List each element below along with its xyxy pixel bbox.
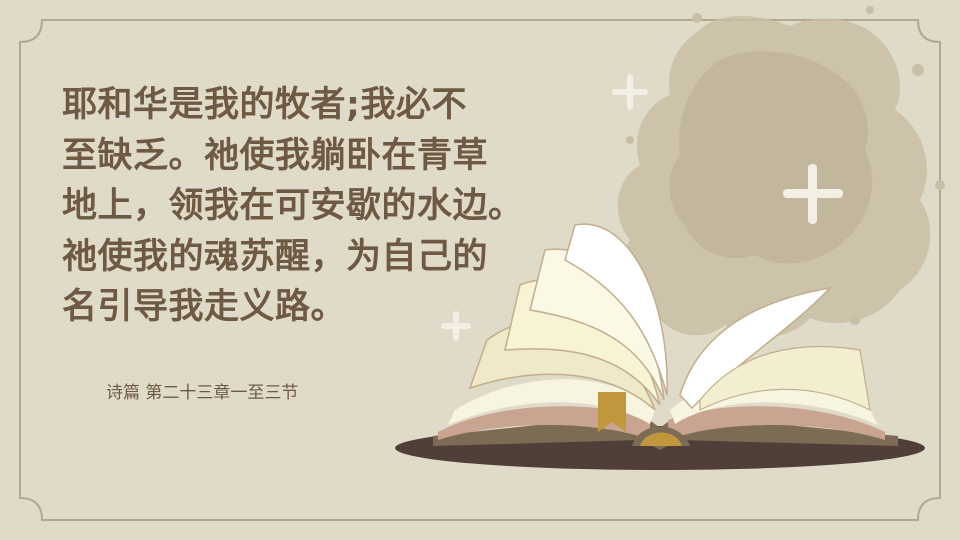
verse-line: 至缺乏。祂使我躺卧在青草 xyxy=(62,135,489,176)
sparkle-icon xyxy=(783,164,843,224)
sparkle-icon xyxy=(612,74,648,110)
verse-line: 名引导我走义路。 xyxy=(62,287,347,327)
verse-text: 耶和华是我的牧者;我必不 至缺乏。祂使我躺卧在青草 地上，领我在可安歇的水边。 … xyxy=(62,80,542,333)
verse-line: 祂使我的魂苏醒，为自己的 xyxy=(62,236,489,277)
verse-reference: 诗篇 第二十三章一至三节 xyxy=(106,383,299,403)
open-book-illustration xyxy=(395,223,925,470)
verse-line: 耶和华是我的牧者;我必不 xyxy=(62,85,467,125)
sparkle-icon xyxy=(441,311,471,341)
ink-stain-decoration xyxy=(617,6,945,338)
verse-line: 地上，领我在可安歇的水边。 xyxy=(62,186,524,226)
